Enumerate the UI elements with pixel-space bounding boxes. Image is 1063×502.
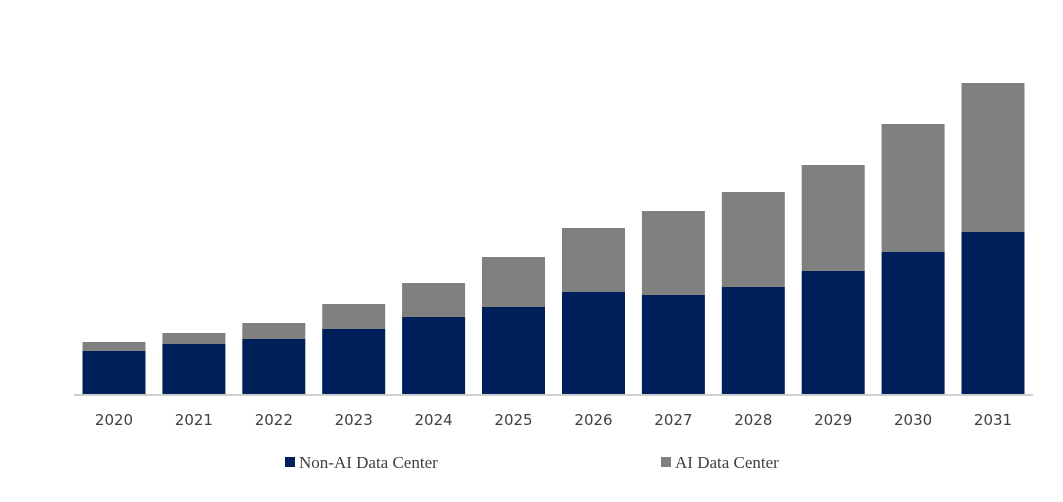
x-tick-label: 2025: [494, 411, 532, 429]
x-tick-label: 2026: [574, 411, 612, 429]
legend-swatch-ai: [661, 457, 671, 467]
x-tick-label: 2021: [175, 411, 213, 429]
x-tick-label: 2029: [814, 411, 852, 429]
x-tick-label: 2023: [335, 411, 373, 429]
bar-2021-ai: [162, 333, 226, 344]
bar-2028-non-ai: [721, 287, 785, 394]
bar-2027-non-ai: [641, 295, 705, 394]
bar-2022-non-ai: [242, 339, 306, 394]
bar-2030-non-ai: [881, 252, 945, 394]
bar-2023-non-ai: [322, 329, 386, 394]
bar-2026-ai: [562, 228, 625, 292]
legend: Non-AI Data Center AI Data Center: [285, 453, 779, 472]
bar-2024-non-ai: [402, 317, 466, 394]
legend-label-non-ai: Non-AI Data Center: [299, 453, 438, 472]
x-tick-label: 2028: [734, 411, 772, 429]
bar-2028-ai: [721, 192, 785, 287]
bar-2025-non-ai: [482, 307, 545, 394]
legend-label-ai: AI Data Center: [675, 453, 779, 472]
bar-2027-ai: [641, 211, 705, 295]
bar-2023-ai: [322, 304, 386, 329]
bar-2021-non-ai: [162, 344, 226, 394]
bar-2020-non-ai: [82, 351, 146, 394]
legend-swatch-non-ai: [285, 457, 295, 467]
bar-2031-ai: [961, 83, 1025, 232]
x-tick-labels: 2020 2021 2022 2023 2024 2025 2026 2027 2028 2029…: [95, 411, 1012, 429]
x-tick-label: 2030: [894, 411, 932, 429]
x-tick-label: 2031: [974, 411, 1012, 429]
bar-2029-ai: [801, 165, 865, 271]
bar-2020-ai: [82, 342, 146, 351]
x-tick-label: 2022: [255, 411, 293, 429]
bar-2031-non-ai: [961, 232, 1025, 394]
bar-2029-non-ai: [801, 271, 865, 394]
bar-group: [82, 83, 1025, 394]
x-tick-label: 2027: [654, 411, 692, 429]
x-tick-label: 2024: [415, 411, 453, 429]
bar-2025-ai: [482, 257, 545, 307]
x-tick-label: 2020: [95, 411, 133, 429]
bar-2026-non-ai: [562, 292, 625, 394]
bar-2024-ai: [402, 283, 466, 317]
bar-2022-ai: [242, 323, 306, 339]
bar-2030-ai: [881, 124, 945, 252]
